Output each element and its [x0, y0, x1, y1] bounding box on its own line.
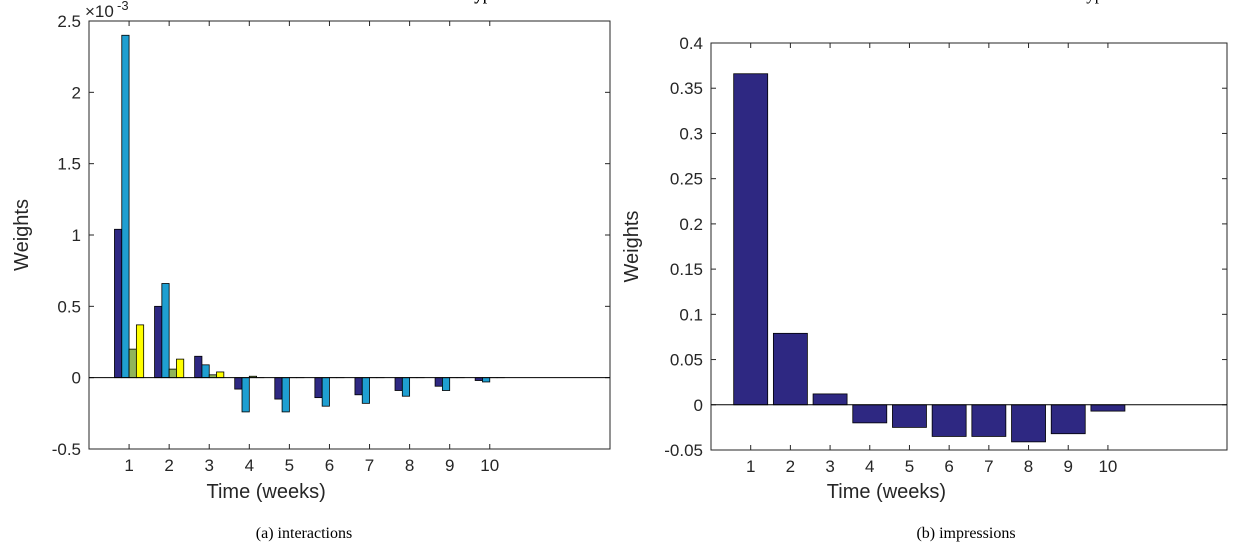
legend-interactions: Type 1Type 2Type 3Type 4 [413, 0, 512, 4]
y-tick-label: 0.4 [679, 34, 703, 53]
y-axis-label-impressions: Weights [621, 211, 643, 283]
bar-interactions-type1-week8 [394, 377, 403, 391]
bar-impressions-type1-week2 [772, 332, 808, 406]
y-tick-label: -0.05 [664, 441, 703, 460]
bar-interactions-type1-week3 [194, 355, 203, 379]
legend-label-type2: Type 2 [465, 0, 512, 4]
y-tick-label: 0.35 [670, 79, 703, 98]
y-tick-label: 0.25 [670, 170, 703, 189]
bar-impressions-type1-week3 [812, 393, 848, 406]
bar-interactions-type2-week9 [441, 377, 451, 391]
y-tick-label: 0.15 [670, 260, 703, 279]
legend-label-type1: Type 1 [1077, 0, 1124, 4]
x-tick-label: 5 [285, 456, 294, 475]
y-tick-label: 1 [72, 226, 81, 245]
bar-interactions-type2-week4 [241, 377, 250, 413]
bar-interactions-type2-week7 [361, 377, 370, 404]
y-multiplier-exponent: -3 [117, 0, 129, 13]
legend-label-type3: Type 3 [465, 0, 512, 4]
bar-interactions-type1-week7 [354, 377, 363, 396]
y-axis-label-interactions: Weights [11, 199, 33, 271]
bar-interactions-type1-week2 [154, 305, 163, 379]
x-axis-label-impressions: Time (weeks) [827, 481, 946, 503]
bar-impressions-type1-week6 [931, 404, 967, 437]
axis-ticks-impressions: -0.05 0 0.05 0.1 0.15 0.2 0.25 0.3 0.35 0.4 1 2 3 4 5 6… [664, 34, 1227, 476]
y-tick-label: 0.05 [670, 351, 703, 370]
bar-interactions-type1-week1 [114, 228, 123, 379]
x-tick-label: 10 [1098, 457, 1117, 476]
bar-impressions-type1-week4 [852, 404, 888, 424]
bar-impressions-type1-week5 [892, 404, 927, 428]
x-tick-label: 6 [325, 456, 334, 475]
bar-interactions-type2-week6 [321, 377, 330, 407]
legend-label-type1: Type 1 [465, 0, 512, 4]
bar-interactions-type2-week2 [161, 283, 170, 379]
bar-impressions-type1-week10 [1090, 404, 1126, 412]
x-tick-label: 3 [825, 457, 834, 476]
y-tick-label: 0 [694, 396, 703, 415]
x-tick-label: 8 [405, 456, 414, 475]
bar-impressions-type1-week7 [971, 404, 1007, 437]
legend-label-type4: Type 4 [465, 0, 512, 4]
x-tick-label: 9 [445, 456, 454, 475]
bar-interactions-type4-week1 [135, 324, 145, 379]
bar-interactions-type1-week5 [274, 377, 283, 400]
y-tick-label: 0.5 [57, 297, 81, 316]
x-tick-label: 8 [1024, 457, 1033, 476]
bar-interactions-type1-week9 [434, 377, 443, 387]
bar-interactions-type3-week1 [128, 348, 137, 379]
axis-ticks-interactions: -0.5 0 0.5 1 1.5 2 2.5 1 2 3 4 5 6 7 8 9 10 [52, 12, 610, 475]
x-tick-label: 7 [984, 457, 993, 476]
y-tick-label: 2.5 [57, 12, 81, 31]
x-tick-label: 1 [746, 457, 755, 476]
bar-interactions-type2-week10 [482, 377, 491, 383]
y-tick-label: 0.1 [679, 305, 703, 324]
bars-impressions [733, 73, 1126, 443]
y-multiplier-base: ×10 [85, 2, 114, 21]
y-tick-label: 0 [72, 369, 81, 388]
x-tick-label: 1 [124, 456, 133, 475]
bar-interactions-type4-week2 [176, 358, 185, 379]
x-tick-label: 2 [164, 456, 173, 475]
y-tick-label: 0.2 [679, 215, 703, 234]
x-tick-label: 2 [786, 457, 795, 476]
x-tick-label: 6 [944, 457, 953, 476]
bar-interactions-type2-week5 [281, 377, 290, 413]
plot-area-interactions [88, 20, 611, 450]
x-tick-label: 4 [245, 456, 254, 475]
bar-impressions-type1-week9 [1050, 404, 1086, 435]
y-tick-label: 0.3 [679, 124, 703, 143]
x-tick-label: 3 [204, 456, 213, 475]
legend-impressions: Type 1 [1025, 0, 1124, 4]
y-tick-label: 2 [72, 83, 81, 102]
x-tick-label: 9 [1063, 457, 1072, 476]
bar-impressions-type1-week1 [733, 73, 769, 406]
x-tick-label: 7 [365, 456, 374, 475]
y-multiplier: ×10 -3 [85, 0, 129, 21]
bar-interactions-type3-week2 [168, 368, 177, 379]
caption-interactions: (a) interactions [256, 525, 352, 542]
bar-interactions-type1-week4 [234, 377, 243, 390]
y-tick-label: 1.5 [57, 155, 81, 174]
bar-interactions-type4-week3 [216, 371, 225, 379]
y-tick-label: -0.5 [52, 440, 81, 459]
caption-impressions: (b) impressions [916, 525, 1015, 542]
x-tick-label: 10 [480, 456, 499, 475]
x-tick-label: 5 [905, 457, 914, 476]
bar-interactions-type2-week8 [401, 377, 411, 397]
x-axis-label-interactions: Time (weeks) [206, 481, 325, 503]
bar-interactions-type1-week6 [314, 377, 323, 399]
chart-impressions: -0.05 0 0.05 0.1 0.15 0.2 0.25 0.3 0.35 0.4 1 2 3 4 5 6… [621, 0, 1228, 542]
bar-interactions-type2-week1 [121, 34, 130, 379]
chart-interactions: -0.5 0 0.5 1 1.5 2 2.5 1 2 3 4 5 6 7 8 9 10 ×10 -3 Time … [11, 0, 611, 542]
bar-interactions-type2-week3 [201, 364, 210, 379]
bar-impressions-type1-week8 [1011, 404, 1046, 443]
x-tick-label: 4 [865, 457, 874, 476]
